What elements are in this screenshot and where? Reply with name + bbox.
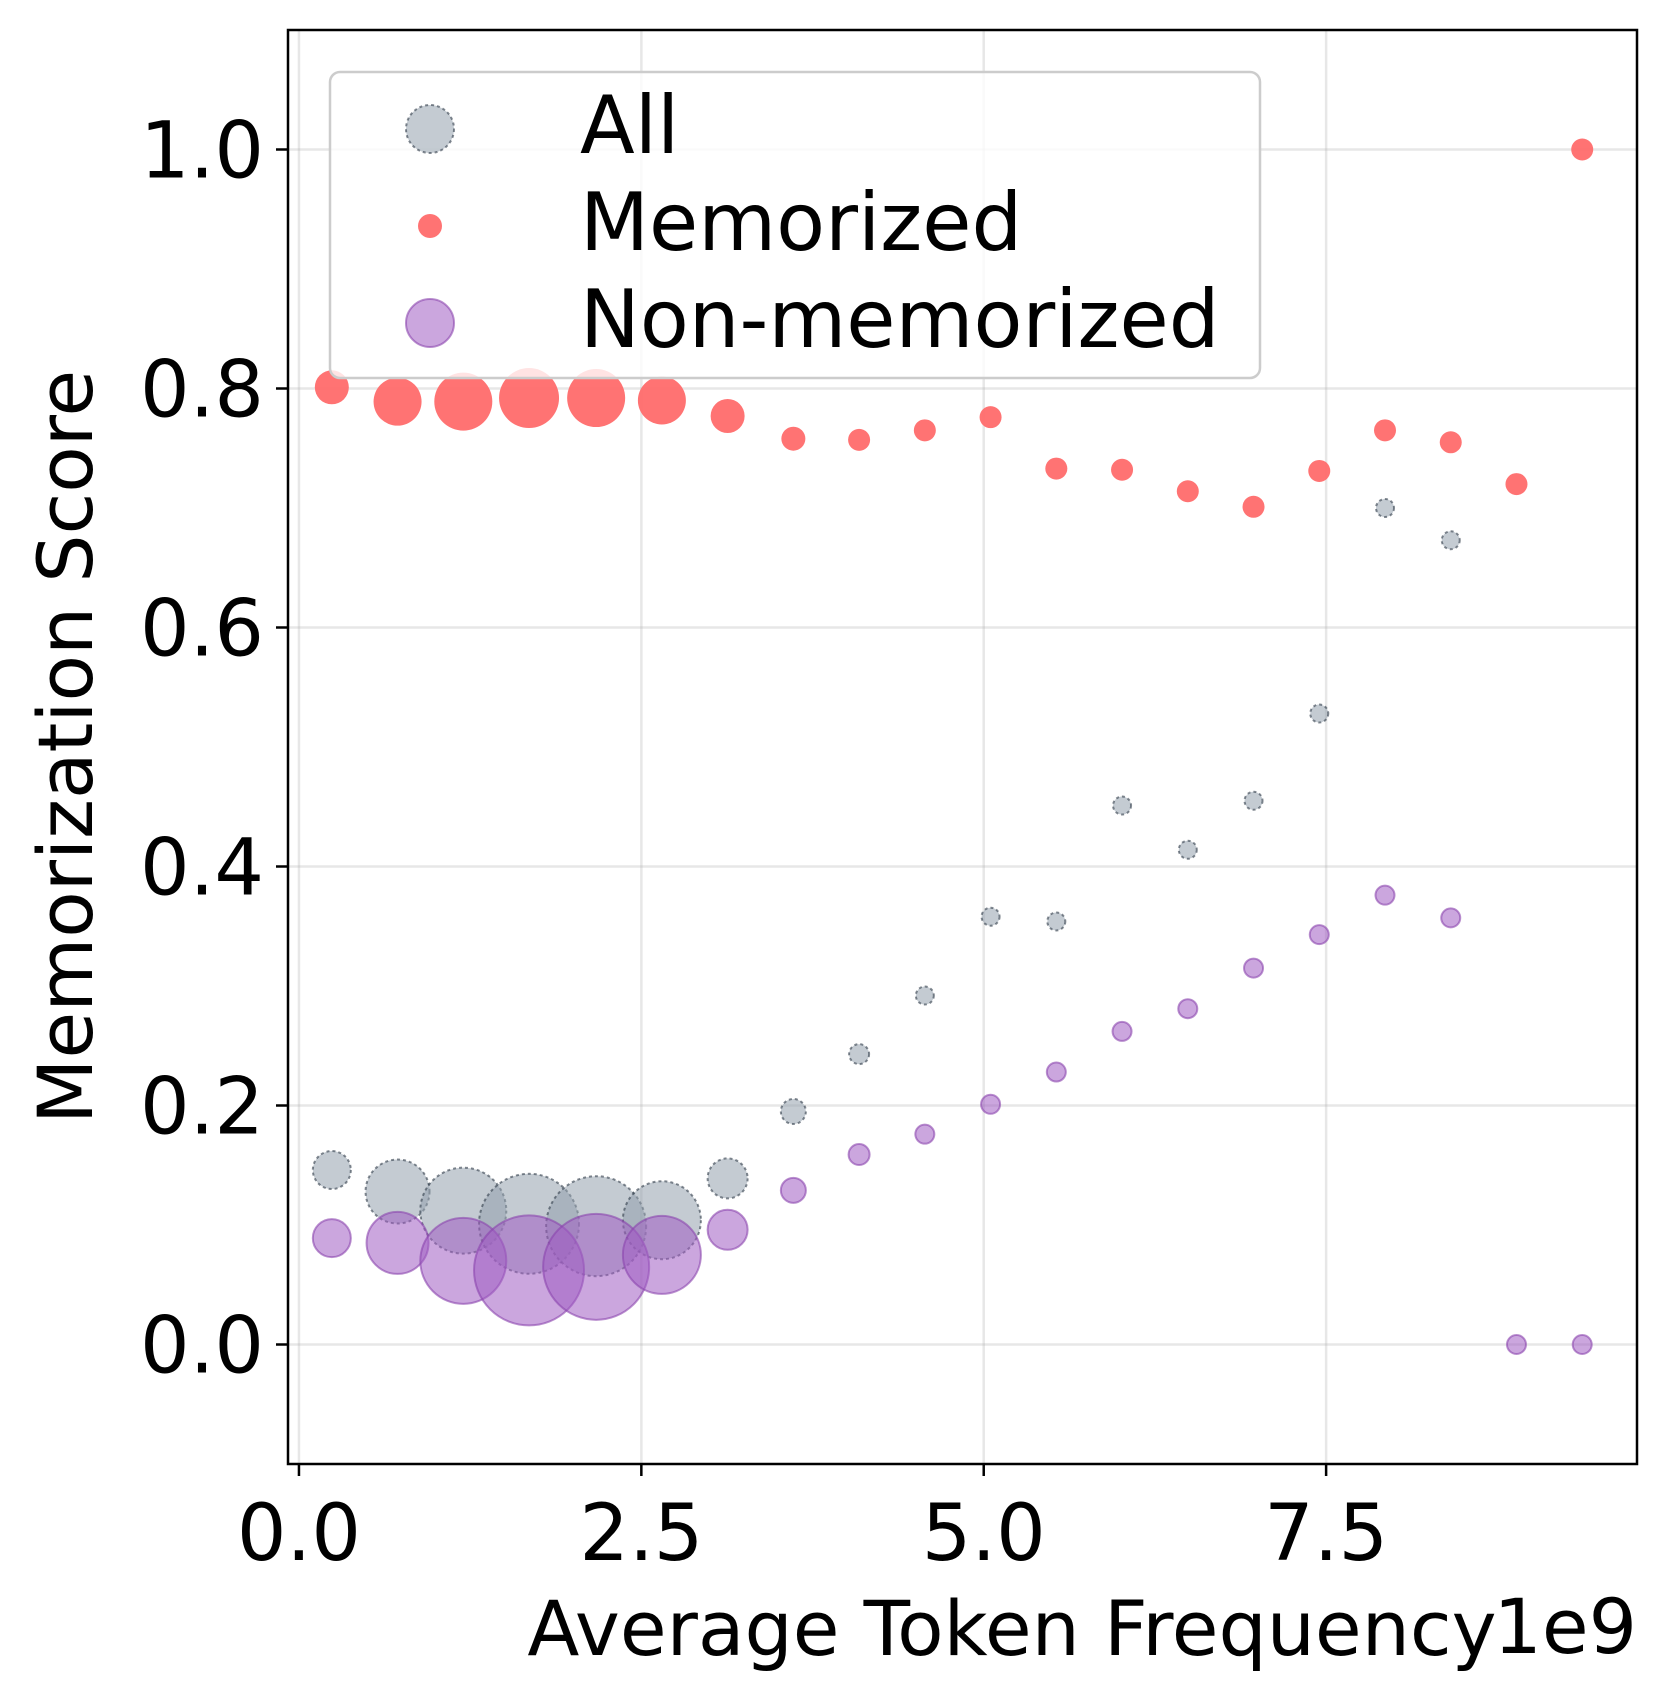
memorized-point [979, 406, 1002, 429]
memorized-point [1505, 473, 1528, 496]
memorized-point [1242, 495, 1265, 518]
y-tick-label: 0.6 [140, 585, 264, 675]
all-point [706, 1157, 749, 1200]
non-memorized-point [1045, 1061, 1067, 1083]
memorized-point [1176, 480, 1199, 503]
non-memorized-point [980, 1093, 1002, 1115]
non-memorized-point [1177, 998, 1199, 1020]
non-memorized-point [914, 1123, 936, 1145]
legend-label-memorized: Memorized [580, 176, 1022, 269]
memorized-point [499, 368, 560, 429]
y-tick-label: 0.0 [140, 1302, 264, 1392]
memorized-point [710, 398, 745, 433]
y-tick-label: 0.4 [140, 824, 264, 914]
data-points [311, 138, 1594, 1355]
all-point [1309, 703, 1330, 724]
all-point [1440, 530, 1461, 551]
all-point [848, 1043, 871, 1066]
memorized-point [1045, 457, 1068, 480]
all-point [980, 906, 1001, 927]
legend-box [328, 70, 1262, 380]
x-tick-label: 5.0 [922, 1489, 1046, 1579]
non-memorized-point [847, 1142, 871, 1166]
non-memorized-point [1571, 1334, 1593, 1355]
memorized-point [373, 377, 422, 426]
legend-label-all: All [580, 79, 679, 172]
all-point [1177, 839, 1198, 860]
x-tick-label: 7.5 [1264, 1489, 1388, 1579]
legend-label-non-memorized: Non-memorized [580, 273, 1220, 366]
non-memorized-point [1374, 884, 1396, 906]
memorized-point [1439, 431, 1462, 454]
memorized-point [637, 376, 686, 425]
x-axis-offset-label: 1e9 [1494, 1582, 1637, 1671]
memorized-point [781, 426, 806, 451]
legend-marker-non-memorized [405, 298, 455, 348]
x-tick-label: 2.5 [579, 1489, 703, 1579]
non-memorized-point [706, 1208, 749, 1251]
memorized-point [1308, 459, 1331, 482]
plot-frame [286, 28, 1639, 1466]
memorized-point [848, 428, 871, 451]
x-tick-label: 0.0 [237, 1489, 361, 1579]
non-memorized-point [621, 1214, 702, 1295]
non-memorized-point [1505, 1334, 1527, 1355]
memorized-point [1571, 138, 1594, 161]
y-axis-label: Memorization Score [21, 370, 110, 1124]
all-point [1112, 795, 1133, 816]
all-point [1375, 498, 1396, 518]
series-non-memorized [311, 884, 1593, 1355]
all-point [311, 1150, 352, 1191]
all-point [779, 1097, 807, 1125]
non-memorized-point [1440, 907, 1462, 929]
memorized-point [1111, 458, 1134, 481]
all-point [1046, 911, 1067, 932]
series-memorized [314, 138, 1594, 518]
non-memorized-point [311, 1218, 352, 1259]
non-memorized-point [1243, 957, 1265, 979]
x-axis-label: Average Token Frequency [527, 1584, 1496, 1673]
axis-ticks: 0.0 2.5 5.0 7.5 0.0 0.2 0.4 0.6 0.8 1.0 [140, 107, 1388, 1580]
non-memorized-point [1308, 924, 1330, 946]
memorized-point [1374, 419, 1397, 442]
y-tick-label: 0.8 [140, 346, 264, 436]
series-all [311, 498, 1461, 1278]
y-tick-label: 1.0 [140, 107, 264, 197]
memorized-point [434, 372, 493, 431]
non-memorized-point [1111, 1020, 1133, 1042]
non-memorized-point [779, 1176, 807, 1204]
legend-marker-memorized [418, 214, 442, 238]
non-memorized-point [365, 1210, 430, 1275]
memorized-point [913, 419, 936, 442]
all-point [914, 985, 935, 1006]
y-tick-label: 0.2 [140, 1063, 264, 1153]
legend: All Memorized Non-memorized [328, 70, 1262, 380]
legend-marker-all [405, 104, 455, 154]
all-point [1243, 790, 1264, 811]
memorized-point [567, 369, 626, 428]
